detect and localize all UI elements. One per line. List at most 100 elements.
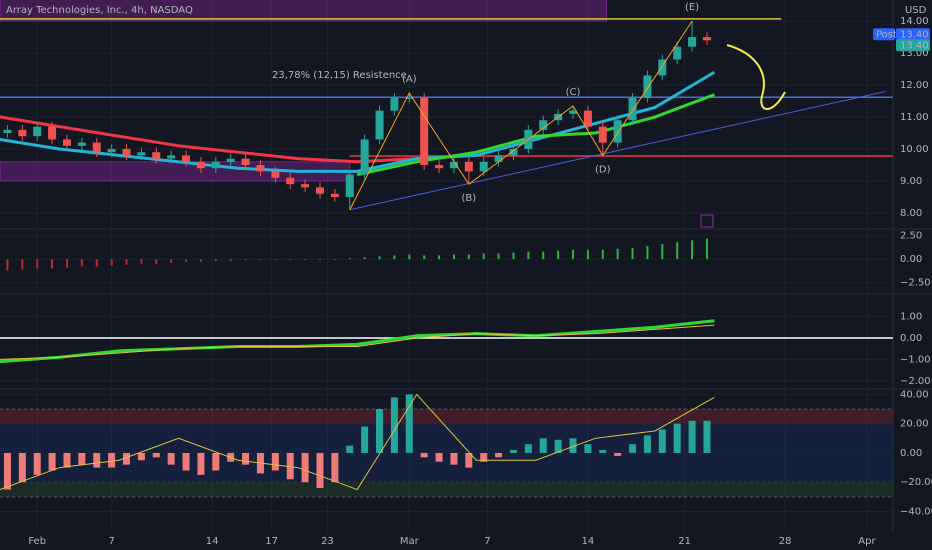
- y-tick-label: 9.00: [900, 176, 922, 187]
- candle-body: [3, 129, 12, 134]
- y-tick-label: −2.00: [900, 376, 931, 387]
- histogram-bar: [361, 426, 369, 453]
- candle-body: [539, 120, 548, 130]
- candle-body: [226, 158, 235, 162]
- wave-label: (E): [685, 2, 699, 13]
- indicator-line: [0, 319, 715, 364]
- x-tick-label: 14: [206, 536, 219, 547]
- price-badge: [896, 28, 930, 41]
- histogram-bar: [21, 259, 24, 270]
- candle-body: [688, 37, 697, 47]
- histogram-bar: [197, 452, 205, 475]
- y-tick-label: 0.00: [900, 333, 922, 344]
- histogram-bar: [244, 259, 247, 261]
- histogram-bar: [318, 259, 321, 260]
- histogram-bar: [629, 444, 637, 453]
- histogram-bar: [676, 242, 679, 260]
- wave-label: (A): [402, 74, 417, 85]
- histogram-bar: [348, 258, 351, 260]
- candle-body: [598, 126, 607, 143]
- histogram-bar: [661, 244, 664, 260]
- histogram-bar: [36, 259, 39, 269]
- histogram-bar: [137, 452, 145, 461]
- candle-body: [271, 171, 280, 178]
- histogram-bar: [512, 252, 515, 260]
- candle-body: [286, 177, 295, 185]
- wave-label: (C): [566, 87, 581, 98]
- histogram-bar: [289, 259, 292, 260]
- histogram-bar: [155, 259, 158, 264]
- histogram-bar: [557, 250, 560, 260]
- histogram-bar: [167, 452, 175, 465]
- histogram-bar: [301, 452, 309, 483]
- candle-body: [479, 161, 488, 172]
- histogram-bar: [65, 259, 68, 268]
- histogram-bar: [333, 259, 336, 260]
- histogram-bar: [274, 259, 277, 261]
- histogram-bar: [691, 240, 694, 260]
- y-tick-label: 12.00: [900, 80, 929, 91]
- histogram-bar: [584, 444, 592, 453]
- candle-body: [673, 46, 682, 60]
- band: [0, 482, 893, 497]
- resistance-note: 23,78% (12,15) Resistence: [272, 70, 407, 81]
- histogram-bar: [705, 238, 708, 260]
- candle-body: [77, 142, 86, 146]
- histogram-bar: [673, 423, 681, 453]
- x-tick-label: 21: [678, 536, 691, 547]
- candle-body: [182, 155, 191, 162]
- candle-body: [464, 161, 473, 172]
- y-tick-label: −20.00: [900, 477, 932, 488]
- candle-body: [167, 155, 176, 159]
- trend-line: [349, 90, 886, 211]
- x-tick-label: Apr: [858, 536, 876, 547]
- y-tick-label: 10.00: [900, 144, 929, 155]
- y-tick-label: 2.50: [900, 231, 922, 242]
- y-tick-label: −40.00: [900, 507, 932, 518]
- histogram-bar: [170, 259, 173, 263]
- x-tick-label: 7: [108, 536, 114, 547]
- candle-body: [152, 152, 161, 159]
- candle-body: [241, 158, 250, 166]
- histogram-bar: [658, 429, 666, 453]
- histogram-bar: [93, 452, 101, 468]
- candle-body: [509, 149, 518, 156]
- histogram-bar: [631, 247, 634, 260]
- candle-body: [48, 126, 57, 140]
- histogram-bar: [212, 452, 220, 471]
- post-badge: [873, 28, 895, 41]
- histogram-bar: [509, 450, 517, 453]
- histogram-bar: [539, 438, 547, 453]
- histogram-bar: [438, 255, 441, 260]
- histogram-bar: [48, 452, 56, 471]
- y-tick-label: 14.00: [900, 16, 929, 27]
- x-tick-label: 23: [321, 536, 334, 547]
- y-tick-label: 1.00: [900, 311, 922, 322]
- histogram-bar: [408, 254, 411, 260]
- histogram-bar: [199, 259, 202, 262]
- histogram-bar: [123, 452, 131, 465]
- candle-body: [449, 161, 458, 169]
- indicator-line: [0, 324, 715, 360]
- histogram-bar: [569, 438, 577, 453]
- y-tick-label: 13.00: [900, 48, 929, 59]
- histogram-bar: [110, 259, 113, 266]
- histogram-bar: [304, 259, 307, 260]
- candle-body: [583, 110, 592, 127]
- histogram-bar: [363, 257, 366, 260]
- y-tick-label: 8.00: [900, 208, 922, 219]
- moving-average: [0, 70, 716, 173]
- moving-average: [356, 93, 715, 177]
- chart-title: Array Technologies, Inc., 4h, NASDAQ: [6, 5, 193, 16]
- candle-body: [33, 126, 42, 137]
- y-tick-label: 11.00: [900, 112, 929, 123]
- histogram-bar: [450, 452, 458, 465]
- event-icon: [700, 214, 714, 228]
- histogram-bar: [229, 259, 232, 262]
- candle-body: [18, 129, 27, 137]
- candle-body: [613, 120, 622, 143]
- histogram-bar: [420, 452, 428, 458]
- histogram-bar: [586, 249, 589, 260]
- band: [0, 409, 893, 424]
- histogram-bar: [140, 259, 143, 264]
